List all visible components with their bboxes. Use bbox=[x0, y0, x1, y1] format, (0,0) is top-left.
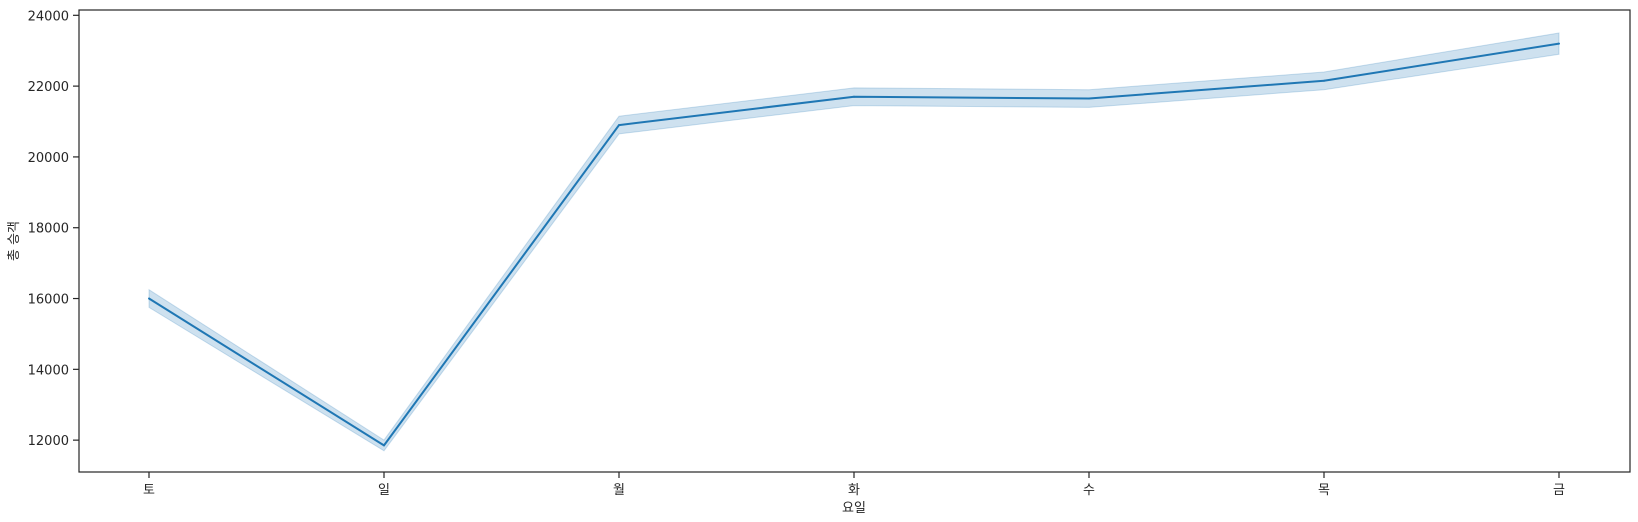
y-tick-label: 16000 bbox=[28, 293, 69, 308]
confidence-band-layer bbox=[148, 32, 1560, 452]
x-tick-label: 일 bbox=[378, 483, 390, 498]
x-tick-label: 월 bbox=[613, 483, 625, 498]
y-tick-label: 18000 bbox=[28, 222, 69, 237]
data-point bbox=[1088, 97, 1090, 100]
x-tick-label: 수 bbox=[1083, 483, 1095, 498]
data-point bbox=[853, 95, 855, 98]
data-point bbox=[383, 444, 385, 447]
y-axis: 12000 14000 16000 18000 20000 22000 24000 bbox=[28, 9, 79, 449]
confidence-band bbox=[148, 32, 1560, 452]
y-axis-title: 총 승객 bbox=[7, 221, 22, 261]
x-tick-label: 화 bbox=[848, 483, 860, 498]
data-point bbox=[618, 124, 620, 127]
y-tick-label: 24000 bbox=[28, 9, 69, 24]
y-tick-label: 20000 bbox=[28, 151, 69, 166]
series-line-layer bbox=[148, 42, 1560, 447]
x-axis-title: 요일 bbox=[842, 501, 866, 516]
y-tick-label: 22000 bbox=[28, 80, 69, 95]
y-tick-label: 12000 bbox=[28, 434, 69, 449]
data-point bbox=[1323, 79, 1325, 82]
data-point bbox=[148, 297, 150, 300]
x-tick-label: 토 bbox=[143, 483, 155, 498]
x-tick-label: 금 bbox=[1553, 483, 1565, 498]
data-point bbox=[1558, 42, 1560, 45]
y-tick-label: 14000 bbox=[28, 363, 69, 378]
x-tick-label: 목 bbox=[1318, 483, 1330, 498]
